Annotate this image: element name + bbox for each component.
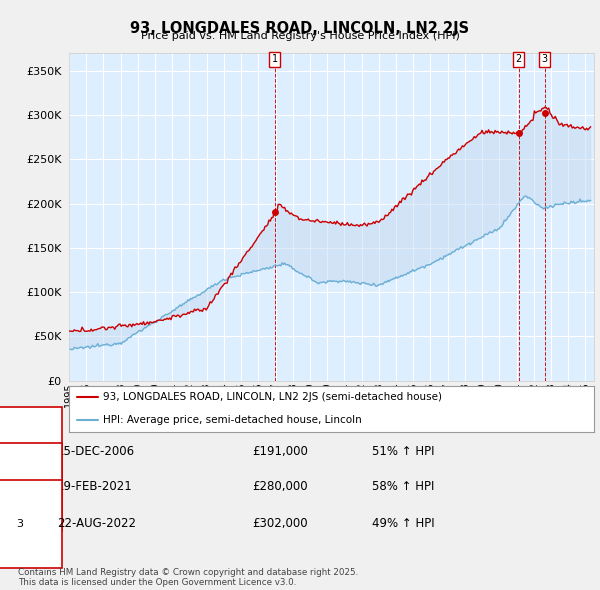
Text: 15-DEC-2006: 15-DEC-2006 [57, 445, 135, 458]
Text: £280,000: £280,000 [252, 480, 308, 493]
Text: 2: 2 [515, 54, 522, 64]
Text: 58% ↑ HPI: 58% ↑ HPI [372, 480, 434, 493]
Text: £302,000: £302,000 [252, 517, 308, 530]
Text: 3: 3 [542, 54, 548, 64]
Text: 22-AUG-2022: 22-AUG-2022 [57, 517, 136, 530]
Text: 93, LONGDALES ROAD, LINCOLN, LN2 2JS: 93, LONGDALES ROAD, LINCOLN, LN2 2JS [130, 21, 470, 35]
Text: Price paid vs. HM Land Registry's House Price Index (HPI): Price paid vs. HM Land Registry's House … [140, 31, 460, 41]
Text: 51% ↑ HPI: 51% ↑ HPI [372, 445, 434, 458]
Text: 2: 2 [16, 482, 23, 491]
Text: 93, LONGDALES ROAD, LINCOLN, LN2 2JS (semi-detached house): 93, LONGDALES ROAD, LINCOLN, LN2 2JS (se… [103, 392, 442, 402]
Text: Contains HM Land Registry data © Crown copyright and database right 2025.
This d: Contains HM Land Registry data © Crown c… [18, 568, 358, 587]
Text: HPI: Average price, semi-detached house, Lincoln: HPI: Average price, semi-detached house,… [103, 415, 362, 425]
Text: 49% ↑ HPI: 49% ↑ HPI [372, 517, 434, 530]
Text: 1: 1 [272, 54, 278, 64]
Text: 3: 3 [16, 519, 23, 529]
Text: 19-FEB-2021: 19-FEB-2021 [57, 480, 133, 493]
Text: 1: 1 [16, 447, 23, 456]
Text: £191,000: £191,000 [252, 445, 308, 458]
